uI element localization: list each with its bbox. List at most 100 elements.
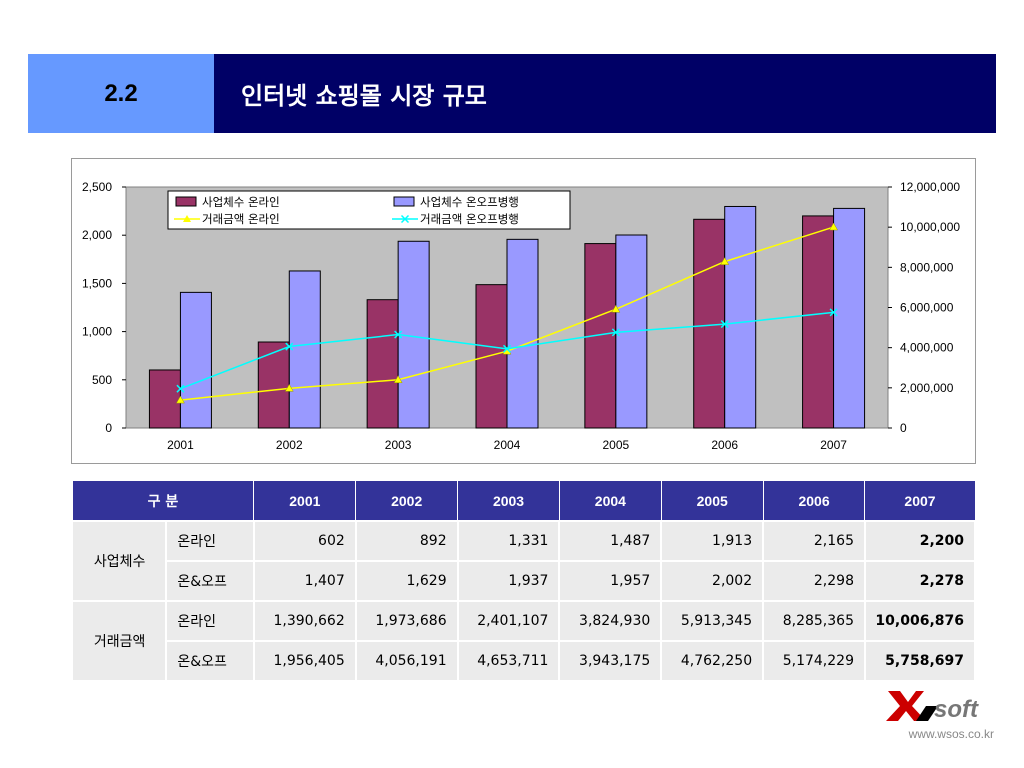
table-cell: 2,401,107	[456, 600, 561, 642]
x-tick-label: 2006	[711, 438, 738, 452]
bar-online	[366, 299, 399, 429]
table-cell: 8,285,365	[762, 600, 866, 642]
x-tick-label: 2005	[603, 438, 630, 452]
table-cell: 4,653,711	[456, 640, 561, 682]
website-url: www.wsos.co.kr	[908, 727, 994, 741]
y-right-tick-label: 6,000,000	[900, 301, 954, 315]
row-label: 온라인	[165, 600, 255, 642]
y-left-tick-label: 500	[92, 373, 112, 387]
table-header-category: 구 분	[71, 480, 255, 522]
chart-container: 0 500 1,000 1,500 2,000 2,500 0 2,000,000 4,000,…	[71, 158, 976, 464]
table-cell: 3,824,930	[558, 600, 663, 642]
logo-text: soft	[934, 696, 979, 723]
table-cell: 1,390,662	[252, 600, 357, 642]
point-marker-x	[502, 344, 512, 353]
y-left-tick-label: 2,000	[82, 228, 112, 242]
bar-online	[257, 341, 290, 429]
table-cell: 3,943,175	[558, 640, 663, 682]
table-header-year: 2004	[558, 480, 662, 522]
table-header-year: 2001	[253, 480, 357, 522]
row-label: 온&오프	[165, 640, 255, 682]
table-cell: 1,331	[456, 520, 561, 562]
y-right-tick-label: 12,000,000	[900, 180, 960, 194]
table-cell: 2,200	[863, 520, 977, 562]
x-tick-label: 2004	[494, 438, 521, 452]
bar-offline	[179, 291, 212, 429]
x-tick-label: 2001	[167, 438, 194, 452]
table-cell: 892	[354, 520, 459, 562]
x-tick-label: 2002	[276, 438, 303, 452]
y-left-tick-label: 1,000	[82, 325, 112, 339]
y-right-tick-label: 4,000,000	[900, 341, 954, 355]
logo-r-shape	[916, 706, 938, 721]
table-cell: 1,487	[558, 520, 663, 562]
table-cell: 1,956,405	[252, 640, 357, 682]
row-label: 온라인	[165, 520, 255, 562]
bar-offline	[506, 238, 539, 429]
section-number-box: 2.2	[28, 54, 214, 133]
row-label: 온&오프	[165, 560, 255, 602]
y-left-tick-label: 0	[105, 421, 112, 435]
legend-swatch	[393, 196, 415, 207]
legend-label: 거래금액 온오프병행	[420, 212, 519, 226]
bar-online	[802, 215, 835, 429]
table-row: 사업체수 온라인 602 892 1,331 1,487 1,913 2,165…	[70, 520, 977, 602]
table-cell: 1,407	[252, 560, 357, 602]
row-group-label: 사업체수	[70, 520, 168, 602]
bar-online	[475, 284, 508, 429]
legend-marker	[400, 214, 410, 224]
logo-x-shape	[886, 691, 926, 721]
x-tick-label: 2007	[820, 438, 847, 452]
table-header-year: 2005	[660, 480, 764, 522]
combo-chart: 0 500 1,000 1,500 2,000 2,500 0 2,000,000 4,000,…	[82, 180, 960, 452]
legend-label: 거래금액 온라인	[202, 212, 280, 226]
table-header-year: 2007	[864, 480, 976, 522]
point-marker-x	[176, 384, 185, 393]
point-marker-x	[285, 342, 294, 351]
table-header-row: 구 분 2001 2002 2003 2004 2005 2006 2007	[71, 480, 976, 522]
table-cell: 1,973,686	[354, 600, 459, 642]
row-group-label: 거래금액	[70, 600, 168, 682]
y-right-tick-label: 0	[900, 421, 907, 435]
table-cell: 602	[252, 520, 357, 562]
title-bar: 인터넷 쇼핑몰 시장 규모	[214, 54, 996, 133]
table-cell: 1,913	[660, 520, 765, 562]
table-cell: 2,278	[863, 560, 977, 602]
table-row: 온&오프 1,407 1,629 1,937 1,957 2,002 2,298…	[72, 560, 977, 602]
bar-online	[148, 369, 181, 429]
legend-box	[167, 190, 571, 230]
y-left-tick-label: 2,500	[82, 180, 112, 194]
point-marker-triangle	[393, 375, 403, 384]
point-marker-triangle	[611, 304, 621, 313]
point-marker-triangle	[284, 383, 294, 392]
table-cell: 4,056,191	[354, 640, 459, 682]
table-cell: 1,629	[354, 560, 459, 602]
bar-offline	[288, 270, 321, 429]
bar-offline	[833, 207, 866, 429]
table-row: 거래금액 온라인 1,390,662 1,973,686 2,401,107 3…	[70, 600, 977, 682]
table-header-year: 2003	[457, 480, 560, 522]
page-title: 인터넷 쇼핑몰 시장 규모	[241, 82, 487, 110]
x-tick-label: 2003	[385, 438, 412, 452]
table-cell: 4,762,250	[660, 640, 765, 682]
data-table: 구 분 2001 2002 2003 2004 2005 2006 2007 사…	[70, 480, 977, 682]
table-cell: 10,006,876	[863, 600, 977, 642]
section-number: 2.2	[104, 79, 138, 107]
table-cell: 2,298	[762, 560, 866, 602]
table-cell: 5,913,345	[660, 600, 765, 642]
legend-label: 사업체수 온오프병행	[420, 195, 519, 209]
table-cell: 2,165	[762, 520, 866, 562]
xr-soft-logo: soft	[886, 691, 979, 723]
y-left-tick-label: 1,500	[82, 276, 112, 290]
point-marker-triangle	[720, 257, 730, 265]
point-marker-x	[720, 320, 729, 329]
point-marker-triangle	[175, 395, 185, 404]
legend-marker	[183, 215, 191, 222]
y-right-tick-label: 2,000,000	[900, 381, 954, 395]
legend-label: 사업체수 온라인	[202, 195, 280, 209]
point-marker-x	[829, 308, 838, 317]
point-marker-triangle	[829, 222, 839, 231]
legend-swatch	[175, 196, 197, 207]
point-marker-x	[394, 330, 403, 339]
table-header-year: 2002	[355, 480, 459, 522]
